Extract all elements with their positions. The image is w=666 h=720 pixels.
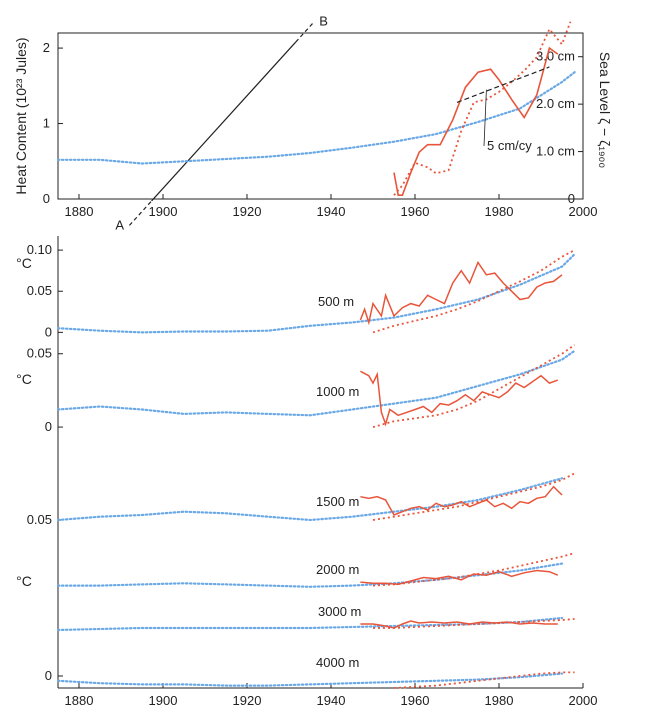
trend-label-a: A (115, 217, 124, 232)
trend-line-start (128, 200, 153, 226)
depth-model-series (56, 672, 564, 687)
top-right-y-tick-label: 3.0 cm (536, 49, 575, 64)
top-x-tick-label: 1880 (65, 204, 94, 219)
bottom-x-tick-label: 1980 (485, 693, 514, 708)
top-x-tick-label: 1980 (485, 204, 514, 219)
bottom-x-tick-label: 1920 (233, 693, 262, 708)
depth-y-tick-label: 0.05 (27, 346, 52, 361)
top-series-model-dotted (56, 71, 576, 165)
sea-level-trend-dash (456, 66, 550, 103)
depth-label: 1500 m (316, 494, 359, 509)
depth-observed-dotted-series (372, 249, 576, 334)
top-left-y-tick-label: 1 (43, 116, 50, 131)
depth-y-tick-label: 0 (45, 419, 52, 434)
depth-model-series (56, 477, 564, 522)
top-left-y-tick-label: 0 (43, 191, 50, 206)
top-x-tick-label: 1900 (149, 204, 178, 219)
degree-unit-label: °C (16, 371, 32, 387)
bottom-x-tick-label: 1960 (401, 693, 430, 708)
depth-model-series (56, 253, 576, 334)
depth-observed-series (359, 260, 563, 326)
depth-label: 3000 m (318, 604, 361, 619)
depth-model-series (56, 562, 564, 588)
depth-label: 4000 m (316, 655, 359, 670)
depth-observed-series (360, 620, 558, 629)
depth-label: 1000 m (316, 384, 359, 399)
depth-y-tick-label: 0 (45, 668, 52, 683)
depth-y-tick-label: 0 (45, 324, 52, 339)
trend-line (151, 41, 297, 202)
depth-label: 500 m (318, 294, 354, 309)
top-right-y-tick-label: 2.0 cm (536, 96, 575, 111)
trend-rate-annotation: 5 cm/cy (487, 138, 532, 153)
top-panel-frame (57, 32, 584, 200)
bottom-x-tick-label: 2000 (569, 693, 598, 708)
top-x-tick-label: 1960 (401, 204, 430, 219)
depth-observed-series (360, 485, 563, 516)
depth-observed-dotted-series (393, 671, 575, 689)
bottom-x-tick-label: 1940 (317, 693, 346, 708)
top-left-axis-label: Heat Content (10²³ Jules) (13, 37, 29, 194)
trend-label-b: B (319, 14, 328, 29)
depth-observed-series (360, 370, 559, 427)
bottom-x-tick-label: 1900 (149, 693, 178, 708)
top-right-axis-label: Sea Level ζ − ζ₁₉₀₀ (597, 52, 613, 169)
annotation-pointer (483, 89, 487, 147)
depth-observed-dotted-series (372, 344, 576, 428)
top-x-tick-label: 1920 (233, 204, 262, 219)
top-right-y-tick-label: 0 (568, 191, 575, 206)
depth-observed-dotted-series (372, 472, 576, 521)
degree-unit-label: °C (16, 255, 32, 271)
depth-label: 2000 m (316, 562, 359, 577)
top-series-observed-dotted (393, 21, 572, 196)
degree-unit-label: °C (16, 573, 32, 589)
bottom-x-tick-label: 1880 (65, 693, 94, 708)
top-left-y-tick-label: 2 (43, 40, 50, 55)
depth-y-tick-label: 0.05 (27, 283, 52, 298)
top-series-observed-solid (393, 46, 559, 196)
depth-observed-dotted-series (372, 552, 575, 587)
depth-model-series (56, 349, 576, 417)
depth-y-tick-label: 0.05 (27, 512, 52, 527)
depth-y-tick-label: 0.10 (27, 242, 52, 257)
depth-model-series (56, 616, 564, 632)
top-right-y-tick-label: 1.0 cm (536, 144, 575, 159)
trend-line-end (295, 21, 315, 43)
top-x-tick-label: 2000 (569, 204, 598, 219)
depth-observed-dotted-series (373, 618, 575, 629)
top-x-tick-label: 1940 (317, 204, 346, 219)
